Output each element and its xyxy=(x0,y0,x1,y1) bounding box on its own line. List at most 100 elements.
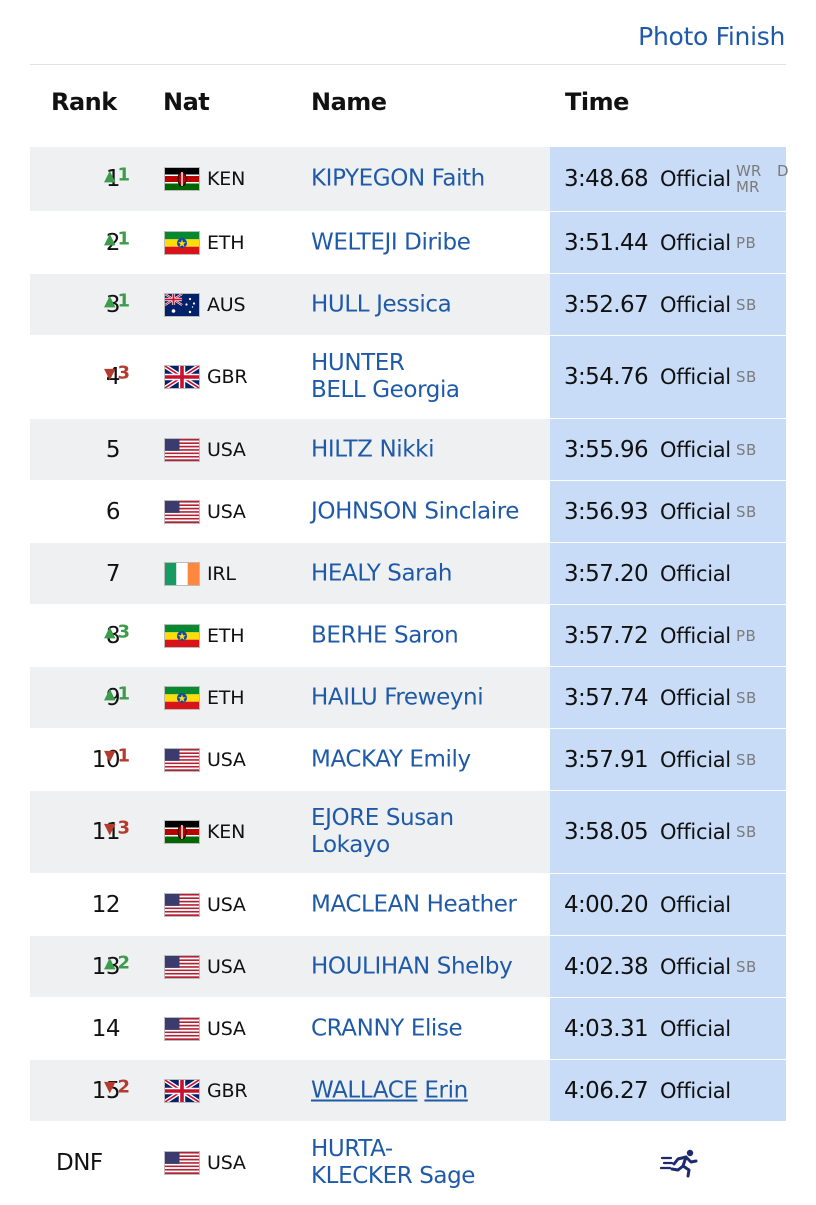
table-row[interactable]: 11 ▼ 3 KEN EJORE Susan Lokayo 3:58.05 Official S… xyxy=(30,791,786,874)
position-down-indicator: ▼ 3 xyxy=(104,363,130,384)
position-change: 2 xyxy=(117,1076,131,1097)
athlete-name-link[interactable]: CRANNY Elise xyxy=(311,1015,463,1041)
header-nat[interactable]: Nat xyxy=(163,88,210,116)
athlete-name-part: WALLACE xyxy=(311,1077,418,1103)
record-badge: SB xyxy=(736,750,757,769)
athlete-name-link[interactable]: WALLACE Erin xyxy=(311,1077,551,1104)
time-cell-background xyxy=(550,274,786,335)
position-change: 1 xyxy=(117,683,131,704)
table-row[interactable]: 4 ▼ 3 GBR HUNTER BELL Georgia 3:54.76 Official S… xyxy=(30,336,786,419)
table-row[interactable]: 6 USA JOHNSON Sinclaire 3:56.93 Official SB xyxy=(30,481,786,543)
rank: 4 xyxy=(105,364,121,390)
time-cell-background xyxy=(550,667,786,728)
table-row[interactable]: 15 ▼ 2 GBR WALLACE Erin 4:06.27 Official xyxy=(30,1060,786,1122)
athlete-name-link[interactable]: MACKAY Emily xyxy=(311,746,471,772)
position-change: 1 xyxy=(117,745,131,766)
header-name[interactable]: Name xyxy=(311,88,387,116)
result-status: Official xyxy=(660,437,731,462)
rank: 7 xyxy=(105,560,121,587)
time-cell-background xyxy=(550,1060,786,1121)
result-status: Official xyxy=(660,892,731,917)
result-time: 3:57.20 xyxy=(564,560,649,587)
athlete-name-link[interactable]: BERHE Saron xyxy=(311,622,459,648)
time-cell-background xyxy=(550,419,786,480)
result-time: 3:58.05 xyxy=(564,819,649,845)
arrow-up-icon: ▲ xyxy=(104,291,116,310)
table-row[interactable]: 10 ▼ 1 USA MACKAY Emily 3:57.91 Official SB xyxy=(30,729,786,791)
time-cell-background xyxy=(550,212,786,273)
table-row[interactable]: 14 USA CRANNY Elise 4:03.31 Official xyxy=(30,998,786,1060)
flag-aus-icon xyxy=(164,292,200,317)
table-row[interactable]: 13 ▲ 2 USA HOULIHAN Shelby 4:02.38 Official SB xyxy=(30,936,786,998)
time-cell-background xyxy=(550,729,786,790)
result-status: Official xyxy=(660,499,731,524)
rank: 11 xyxy=(91,819,121,845)
table-row[interactable]: 2 ▲ 1 ETH WELTEJI Diribe 3:51.44 Official PB xyxy=(30,212,786,274)
result-time: 3:57.91 xyxy=(564,746,649,773)
photo-finish-link[interactable]: Photo Finish xyxy=(638,22,785,51)
time-cell-background xyxy=(550,336,786,418)
nationality: GBR xyxy=(207,1079,248,1102)
athlete-name-link[interactable]: HOULIHAN Shelby xyxy=(311,953,513,979)
table-row[interactable]: 9 ▲ 1 ETH HAILU Freweyni 3:57.74 Official SB xyxy=(30,667,786,729)
arrow-up-icon: ▲ xyxy=(104,166,116,184)
position-up-indicator: ▲ 1 xyxy=(104,683,130,704)
time-cell-background xyxy=(550,791,786,873)
flag-ken-icon xyxy=(164,820,200,844)
results-table: 1 ▲ 1 KEN KIPYEGON Faith 3:48.68 Official WR MR… xyxy=(30,147,789,1205)
athlete-name-link[interactable]: HILTZ Nikki xyxy=(311,436,435,462)
athlete-name-link[interactable]: JOHNSON Sinclaire xyxy=(311,498,519,524)
rank: 10 xyxy=(91,746,121,773)
result-status: Official xyxy=(660,1016,731,1041)
table-row[interactable]: DNF USA HURTA- KLECKER Sage xyxy=(30,1122,786,1205)
result-status: Official xyxy=(660,561,731,586)
record-badge-extra: D xyxy=(777,162,789,180)
nationality: KEN xyxy=(207,821,246,843)
running-icon xyxy=(659,1148,700,1178)
result-time: 3:56.93 xyxy=(564,498,649,525)
result-time: 3:57.74 xyxy=(564,684,649,711)
record-badge: WR MR xyxy=(736,162,762,196)
arrow-up-icon: ▲ xyxy=(104,684,116,703)
position-up-indicator: ▲ 1 xyxy=(104,290,130,311)
athlete-name-link[interactable]: MACLEAN Heather xyxy=(311,891,517,917)
athlete-name-line: HUNTER xyxy=(311,350,405,376)
header-rank[interactable]: Rank xyxy=(51,88,117,116)
time-cell-background xyxy=(550,147,786,211)
position-change: 1 xyxy=(117,164,131,186)
athlete-name-link[interactable]: HULL Jessica xyxy=(311,291,452,317)
arrow-up-icon: ▲ xyxy=(104,622,116,641)
athlete-name-link[interactable]: HUNTER BELL Georgia xyxy=(311,350,551,404)
nationality: USA xyxy=(207,1152,246,1174)
athlete-name-line: BELL Georgia xyxy=(311,377,460,403)
result-status: Official xyxy=(660,230,731,255)
athlete-name-link[interactable]: HEALY Sarah xyxy=(311,560,453,586)
flag-usa-icon xyxy=(164,892,200,917)
table-row[interactable]: 3 ▲ 1 AUS HULL Jessica 3:52.67 Official SB xyxy=(30,274,786,336)
flag-eth-icon xyxy=(164,623,200,648)
athlete-name-link[interactable]: HAILU Freweyni xyxy=(311,684,484,710)
record-badge: SB xyxy=(736,823,757,841)
result-status: Official xyxy=(660,292,731,317)
flag-gbr-icon xyxy=(164,365,200,389)
record-badge: SB xyxy=(736,368,757,386)
result-status: Official xyxy=(660,954,731,979)
flag-irl-icon xyxy=(164,561,200,586)
athlete-name-link[interactable]: HURTA- KLECKER Sage xyxy=(311,1136,551,1190)
arrow-up-icon: ▲ xyxy=(104,229,116,248)
athlete-name-link[interactable]: EJORE Susan Lokayo xyxy=(311,805,551,859)
table-row[interactable]: 12 USA MACLEAN Heather 4:00.20 Official xyxy=(30,874,786,936)
header-time[interactable]: Time xyxy=(565,88,629,116)
athlete-name-line: EJORE Susan xyxy=(311,805,454,831)
table-row[interactable]: 8 ▲ 3 ETH BERHE Saron 3:57.72 Official PB xyxy=(30,605,786,667)
result-time: 3:52.67 xyxy=(564,291,649,318)
athlete-name-link[interactable]: KIPYEGON Faith xyxy=(311,165,485,192)
divider xyxy=(30,64,786,65)
arrow-up-icon: ▲ xyxy=(104,953,116,972)
athlete-name-link[interactable]: WELTEJI Diribe xyxy=(311,229,471,255)
table-row[interactable]: 1 ▲ 1 KEN KIPYEGON Faith 3:48.68 Official WR MR… xyxy=(30,147,789,212)
table-row[interactable]: 5 USA HILTZ Nikki 3:55.96 Official SB xyxy=(30,419,786,481)
result-status: Official xyxy=(660,747,731,772)
table-row[interactable]: 7 IRL HEALY Sarah 3:57.20 Official xyxy=(30,543,786,605)
position-down-indicator: ▼ 1 xyxy=(104,745,130,766)
